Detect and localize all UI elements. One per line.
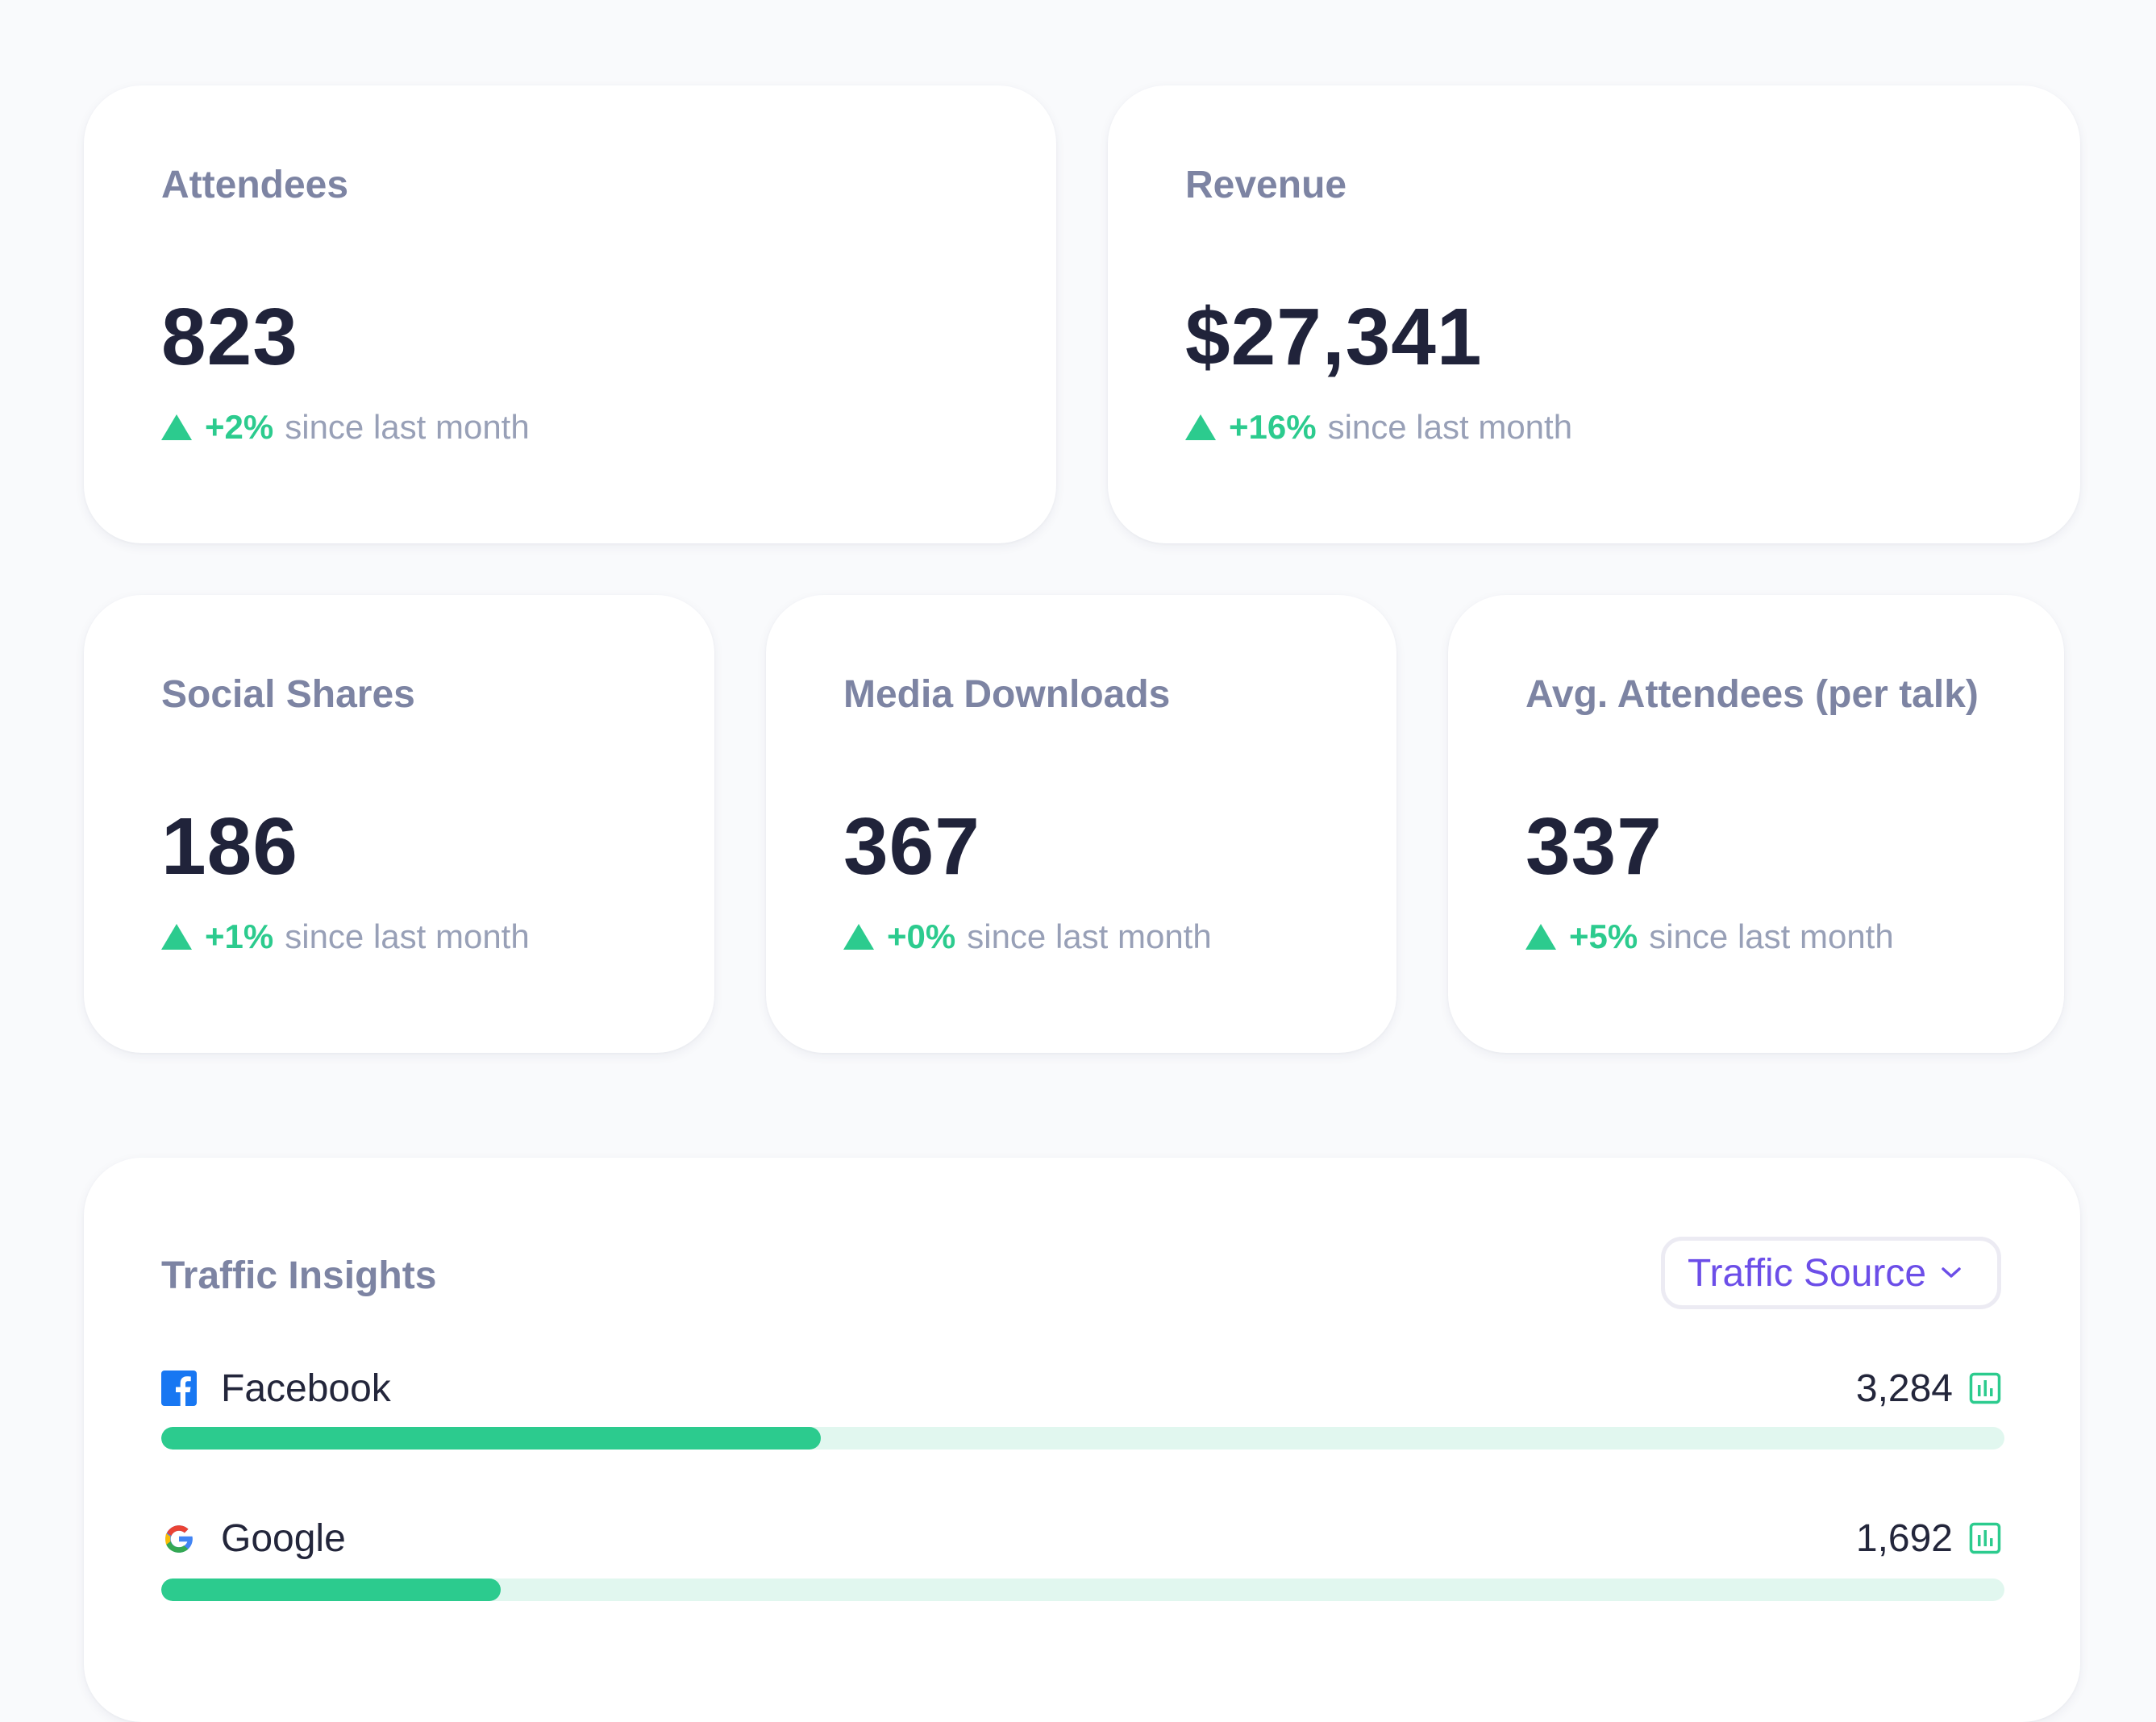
stat-label: Social Shares: [161, 673, 415, 716]
source-label: Facebook: [221, 1366, 391, 1410]
stat-value: 367: [843, 801, 980, 892]
traffic-bar-facebook: [161, 1427, 2004, 1450]
change-period: since last month: [967, 917, 1212, 955]
bar-chart-icon[interactable]: [1969, 1372, 2001, 1404]
change-percent: +16%: [1229, 408, 1317, 446]
trend-up-icon: [161, 414, 192, 440]
stat-label: Revenue: [1185, 164, 1347, 206]
traffic-bar-fill: [161, 1578, 501, 1601]
stat-card-attendees: Attendees 823 +2% since last month: [84, 85, 1056, 543]
stat-change: +16% since last month: [1185, 408, 1572, 447]
chevron-down-icon: [1941, 1267, 1962, 1279]
change-period: since last month: [1327, 408, 1573, 446]
source-label: Google: [221, 1516, 346, 1560]
stat-change: +0% since last month: [843, 917, 1212, 956]
stat-card-revenue: Revenue $27,341 +16% since last month: [1108, 85, 2080, 543]
google-icon: [161, 1520, 197, 1556]
stat-card-avg-attendees: Avg. Attendees (per talk) 337 +5% since …: [1448, 595, 2064, 1053]
stat-value: 337: [1525, 801, 1663, 892]
change-period: since last month: [285, 408, 530, 446]
source-value: 3,284: [1856, 1366, 2001, 1411]
traffic-source-dropdown[interactable]: Traffic Source: [1661, 1237, 2001, 1309]
change-percent: +0%: [887, 917, 956, 955]
traffic-row-google[interactable]: Google 1,692: [161, 1514, 2001, 1562]
change-percent: +2%: [205, 408, 274, 446]
dropdown-label: Traffic Source: [1688, 1251, 1927, 1295]
traffic-bar-google: [161, 1578, 2004, 1601]
source-count: 1,692: [1855, 1516, 1953, 1560]
stat-value: 823: [161, 292, 298, 382]
source-count: 3,284: [1855, 1366, 1953, 1410]
change-period: since last month: [285, 917, 530, 955]
trend-up-icon: [843, 924, 874, 950]
stat-card-social-shares: Social Shares 186 +1% since last month: [84, 595, 714, 1053]
trend-up-icon: [161, 924, 192, 950]
stat-label: Avg. Attendees (per talk): [1525, 673, 1979, 716]
change-percent: +5%: [1569, 917, 1638, 955]
stat-change: +1% since last month: [161, 917, 530, 956]
stat-change: +2% since last month: [161, 408, 530, 447]
change-period: since last month: [1649, 917, 1894, 955]
trend-up-icon: [1185, 414, 1216, 440]
stat-label: Media Downloads: [843, 673, 1171, 716]
source-name: Google: [161, 1516, 346, 1561]
traffic-row-facebook[interactable]: Facebook 3,284: [161, 1364, 2001, 1412]
stat-label: Attendees: [161, 164, 349, 206]
stat-value: 186: [161, 801, 298, 892]
change-percent: +1%: [205, 917, 274, 955]
traffic-insights-title: Traffic Insights: [161, 1254, 437, 1297]
source-value: 1,692: [1856, 1516, 2001, 1561]
stat-change: +5% since last month: [1525, 917, 1894, 956]
trend-up-icon: [1525, 924, 1556, 950]
stat-card-media-downloads: Media Downloads 367 +0% since last month: [766, 595, 1396, 1053]
traffic-bar-fill: [161, 1427, 822, 1450]
bar-chart-icon[interactable]: [1969, 1522, 2001, 1554]
facebook-icon: [161, 1371, 197, 1406]
stat-value: $27,341: [1185, 292, 1483, 382]
source-name: Facebook: [161, 1366, 391, 1411]
